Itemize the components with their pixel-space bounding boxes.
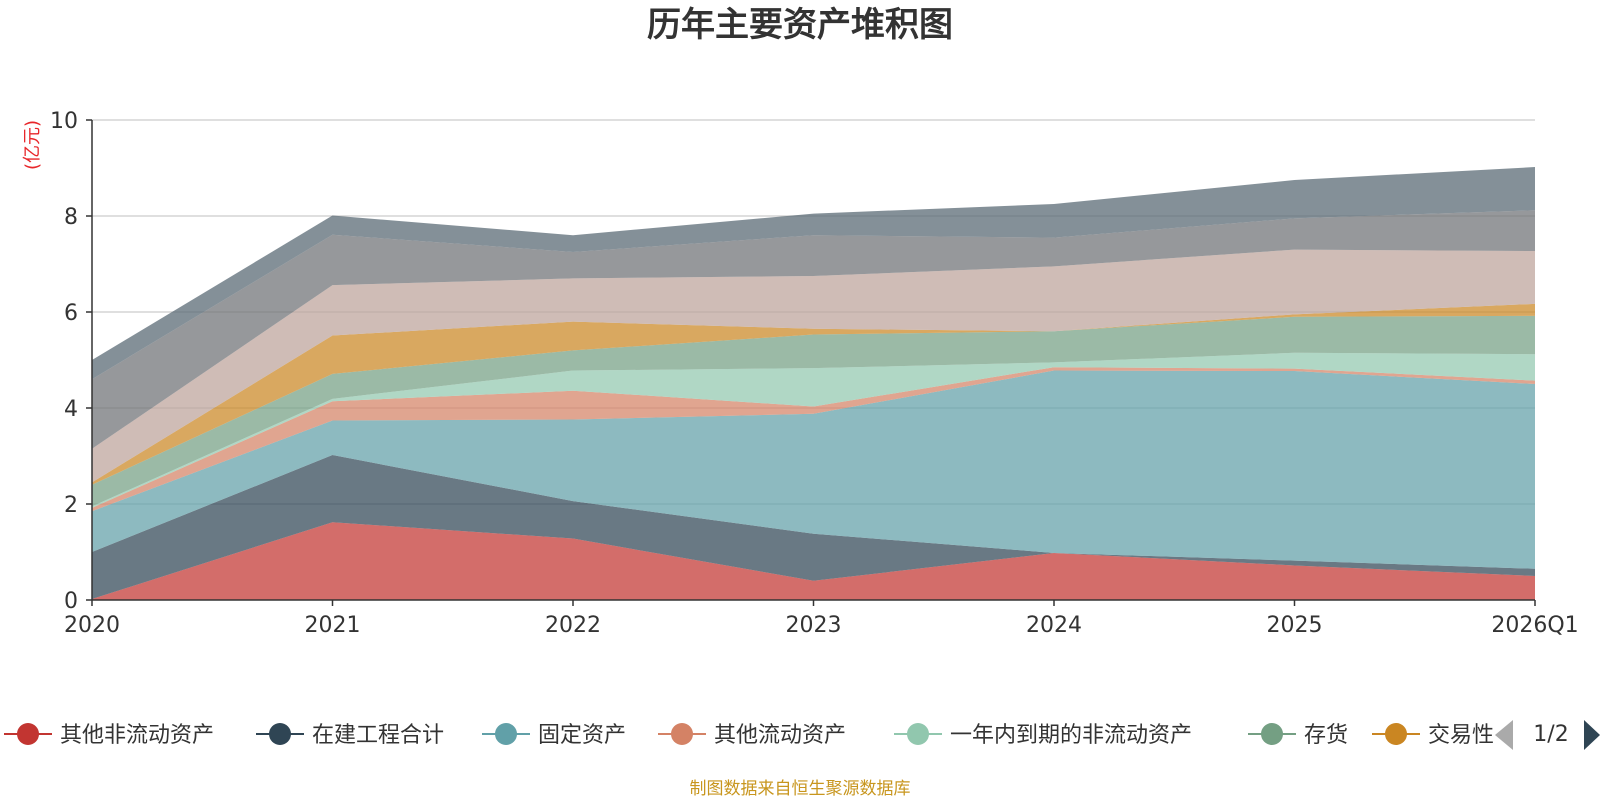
legend-pager: 1/2 xyxy=(1495,720,1600,750)
area-10 xyxy=(92,167,1535,380)
legend-label: 交易性 xyxy=(1428,723,1494,748)
legend-item-1[interactable]: 其他非流动资产 xyxy=(4,723,214,748)
next-page-icon[interactable] xyxy=(1584,720,1600,750)
legend-marker-icon xyxy=(269,723,291,745)
legend-marker-icon xyxy=(907,723,929,745)
legend-label: 其他非流动资产 xyxy=(60,723,214,748)
legend-item-5[interactable]: 一年内到期的非流动资产 xyxy=(894,723,1192,748)
x-tick-labels: 2020 2021 2022 2023 2024 2025 2026Q1 xyxy=(64,613,1579,638)
x-tick-label-4: 2024 xyxy=(1026,613,1082,638)
legend-marker-icon xyxy=(1261,723,1283,745)
y-tick-labels: 0 2 4 6 8 10 xyxy=(50,109,78,614)
y-tick-label-1: 2 xyxy=(64,493,78,518)
chart-title: 历年主要资产堆积图 xyxy=(647,5,953,45)
data-source-note: 制图数据来自恒生聚源数据库 xyxy=(690,779,911,799)
legend-item-7[interactable]: 交易性 xyxy=(1372,723,1494,748)
y-tick-label-0: 0 xyxy=(64,589,78,614)
area-8 xyxy=(92,249,1535,483)
area-2 xyxy=(92,455,1535,600)
legend-item-4[interactable]: 其他流动资产 xyxy=(658,723,846,748)
x-tick-label-0: 2020 xyxy=(64,613,120,638)
y-tick-label-4: 8 xyxy=(64,205,78,230)
area-4 xyxy=(92,367,1535,512)
legend-label: 其他流动资产 xyxy=(714,723,846,748)
y-tick-label-5: 10 xyxy=(50,109,78,134)
legend-marker-icon xyxy=(1385,723,1407,745)
legend-item-6[interactable]: 存货 xyxy=(1248,723,1348,748)
area-series xyxy=(92,167,1535,600)
y-tick-label-3: 6 xyxy=(64,301,78,326)
area-7 xyxy=(92,303,1535,485)
y-axis-label: (亿元) xyxy=(22,120,43,170)
area-5 xyxy=(92,352,1535,508)
axes xyxy=(86,119,1536,606)
legend-marker-icon xyxy=(17,723,39,745)
area-6 xyxy=(92,315,1535,507)
area-1 xyxy=(92,522,1535,600)
legend-marker-icon xyxy=(495,723,517,745)
legend-label: 存货 xyxy=(1304,723,1348,748)
legend-label: 在建工程合计 xyxy=(312,723,444,748)
legend: 其他非流动资产 在建工程合计 固定资产 其他流动资产 一年内到期的非流动资产 存货 交易性 xyxy=(4,723,1494,748)
legend-item-2[interactable]: 在建工程合计 xyxy=(256,723,444,748)
area-9 xyxy=(92,210,1535,449)
x-tick-label-3: 2023 xyxy=(786,613,842,638)
x-tick-label-5: 2025 xyxy=(1267,613,1323,638)
x-tick-label-1: 2021 xyxy=(305,613,361,638)
prev-page-icon[interactable] xyxy=(1495,720,1513,750)
legend-label: 一年内到期的非流动资产 xyxy=(950,723,1192,748)
legend-marker-icon xyxy=(671,723,693,745)
x-tick-label-6: 2026Q1 xyxy=(1491,613,1578,638)
y-tick-label-2: 4 xyxy=(64,397,78,422)
legend-label: 固定资产 xyxy=(538,723,626,748)
area-3 xyxy=(92,370,1535,569)
legend-page-indicator: 1/2 xyxy=(1533,722,1568,747)
x-tick-label-2: 2022 xyxy=(545,613,601,638)
legend-item-3[interactable]: 固定资产 xyxy=(482,723,626,748)
